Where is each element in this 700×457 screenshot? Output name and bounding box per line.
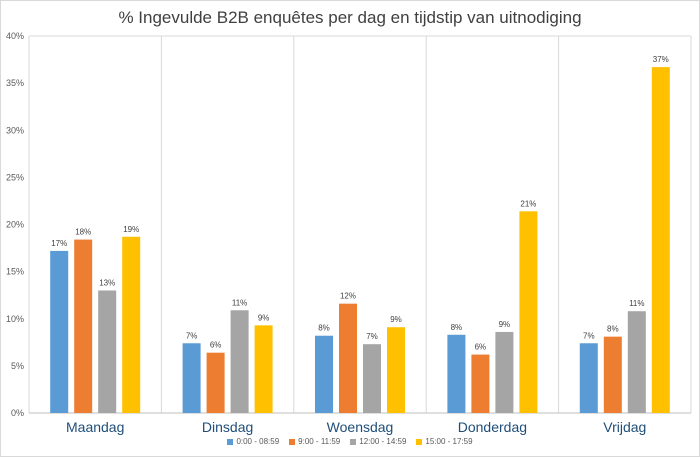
data-label: 6% (475, 343, 487, 352)
y-tick-label: 5% (11, 361, 24, 371)
data-label: 9% (258, 313, 270, 322)
legend-item: 9:00 - 11:59 (289, 437, 340, 446)
data-label: 17% (51, 239, 67, 248)
bar (363, 344, 381, 413)
data-label: 8% (607, 325, 619, 334)
y-tick-label: 30% (6, 125, 24, 135)
data-label: 11% (232, 298, 247, 307)
y-tick-label: 25% (6, 172, 24, 182)
bar (495, 331, 514, 413)
y-tick-label: 10% (6, 314, 24, 324)
bar (627, 311, 646, 413)
data-label: 19% (123, 225, 139, 234)
data-label: 18% (75, 228, 91, 237)
bar (74, 239, 93, 413)
y-tick-label: 20% (6, 220, 24, 230)
bar (206, 352, 225, 413)
chart-legend: 0:00 - 08:59 9:00 - 11:59 12:00 - 14:59 15:… (1, 437, 699, 447)
legend-label: 15:00 - 17:59 (425, 437, 473, 446)
x-category-label: Vrijdag (603, 419, 646, 435)
legend-label: 9:00 - 11:59 (298, 437, 341, 446)
data-label: 11% (629, 299, 644, 308)
x-category-label: Woensdag (327, 419, 394, 435)
x-category-label: Dinsdag (202, 419, 253, 435)
y-tick-label: 35% (6, 78, 24, 88)
data-label: 21% (520, 199, 536, 208)
data-label: 9% (499, 320, 511, 329)
bar (182, 343, 201, 413)
bar (447, 334, 466, 413)
bar (230, 310, 249, 413)
data-label: 8% (451, 323, 463, 332)
legend-item: 12:00 - 14:59 (350, 437, 406, 446)
data-label: 6% (210, 341, 222, 350)
data-label: 7% (583, 331, 595, 340)
legend-swatch (227, 438, 234, 445)
x-category-label: Maandag (66, 419, 124, 435)
data-label: 8% (318, 324, 330, 333)
legend-item: 0:00 - 08:59 (227, 437, 279, 446)
legend-swatch (289, 438, 296, 445)
y-tick-label: 0% (11, 408, 24, 418)
data-label: 13% (99, 278, 115, 287)
data-label: 37% (653, 55, 669, 64)
legend-item: 15:00 - 17:59 (416, 437, 473, 446)
x-category-label: Donderdag (458, 419, 527, 435)
bar (471, 354, 490, 413)
bar (50, 250, 69, 413)
bar (519, 211, 538, 413)
y-tick-label: 40% (6, 31, 24, 41)
legend-label: 12:00 - 14:59 (359, 437, 407, 446)
data-label: 9% (390, 315, 402, 324)
bar (651, 67, 670, 413)
legend-swatch (416, 438, 423, 445)
data-label: 7% (366, 332, 378, 341)
data-label: 7% (186, 331, 198, 340)
bar (254, 325, 273, 413)
y-tick-label: 15% (6, 267, 24, 277)
chart-title: % Ingevulde B2B enquêtes per dag en tijd… (118, 8, 582, 27)
bar (603, 336, 622, 413)
data-label: 12% (340, 292, 356, 301)
legend-label: 0:00 - 08:59 (236, 437, 280, 446)
legend-swatch (350, 438, 357, 445)
bar (579, 343, 598, 413)
bar (98, 290, 117, 413)
bar (387, 327, 405, 413)
bar (122, 236, 141, 413)
bar (315, 335, 333, 413)
bar (339, 303, 357, 413)
